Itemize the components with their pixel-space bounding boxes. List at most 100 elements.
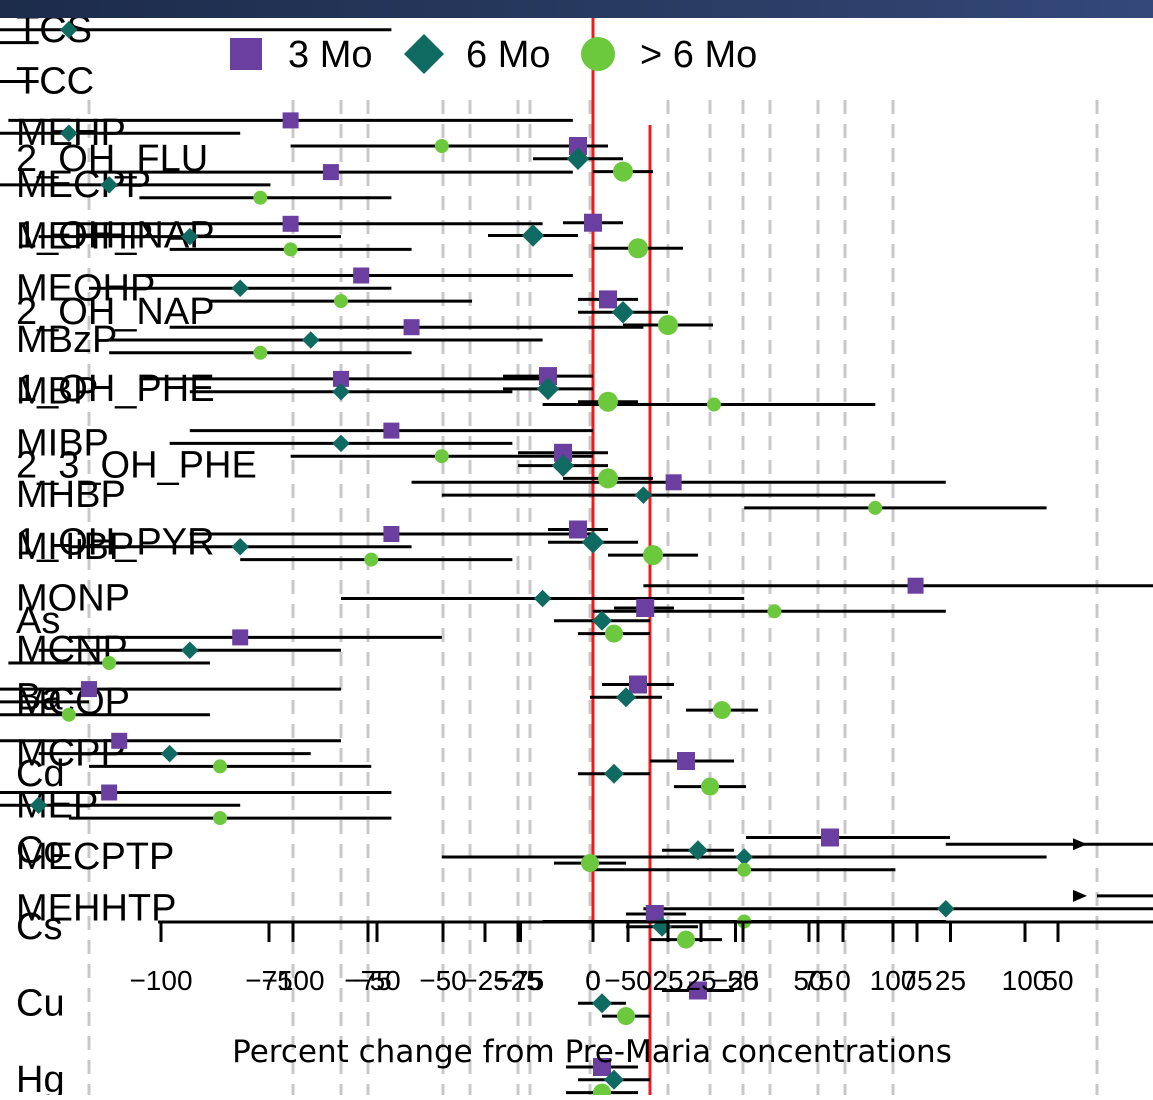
point-estimate: [29, 796, 48, 815]
point-estimate: [383, 526, 400, 542]
point-estimate: [302, 331, 320, 349]
category-label: Co: [16, 829, 65, 871]
category-label: MECPTP: [16, 836, 174, 878]
point-estimate: [611, 300, 635, 324]
point-estimate: [581, 854, 599, 873]
point-estimate: [253, 190, 268, 205]
category-label: Cu: [16, 982, 65, 1024]
legend-label: 3 Mo: [288, 34, 372, 76]
point-estimate: [231, 538, 249, 556]
point-estimate: [60, 21, 78, 39]
point-estimate: [231, 279, 249, 298]
x-tick-label: 0: [585, 965, 601, 996]
point-estimate: [737, 862, 752, 877]
point-estimate: [364, 552, 379, 567]
point-estimate: [569, 520, 587, 539]
point-estimate: [539, 367, 557, 386]
x-tick-label: −25: [461, 965, 509, 996]
point-estimate: [599, 290, 617, 309]
point-estimate: [332, 434, 350, 453]
x-axis-title: Percent change from Pre-Maria concentrat…: [232, 1034, 952, 1070]
point-estimate: [592, 610, 612, 631]
point-estimate: [434, 139, 449, 153]
point-estimate: [81, 681, 97, 698]
point-estimate: [645, 905, 664, 923]
x-tick-label: −50: [353, 965, 401, 996]
point-estimate: [434, 449, 449, 464]
point-estimate: [907, 577, 924, 594]
x-tick-label: 100: [1002, 965, 1049, 996]
x-tick-label: −50: [604, 965, 652, 996]
point-estimate: [767, 604, 782, 619]
point-estimate: [521, 224, 545, 247]
point-estimate: [634, 486, 653, 504]
category-label: MBzP: [16, 319, 117, 361]
point-estimate: [61, 707, 76, 722]
point-estimate: [677, 930, 695, 949]
legend-square-icon: [230, 38, 262, 70]
point-estimate: [688, 840, 708, 861]
point-estimate: [629, 675, 647, 694]
point-estimate: [701, 777, 719, 796]
point-estimate: [636, 599, 655, 617]
category-label: MIBP: [16, 422, 109, 464]
point-estimate: [628, 238, 648, 259]
point-estimate: [677, 752, 695, 770]
category-label: Ba: [16, 676, 63, 718]
legend-label: 6 Mo: [466, 34, 550, 76]
point-estimate: [593, 1058, 611, 1076]
x-tick-label: 0: [835, 965, 851, 996]
x-tick-label: 75: [901, 965, 932, 996]
point-estimate: [60, 124, 78, 142]
point-estimate: [332, 382, 350, 401]
point-estimate: [604, 763, 624, 784]
point-estimate: [283, 242, 298, 257]
point-estimate: [617, 1007, 635, 1026]
point-estimate: [581, 531, 605, 554]
point-estimate: [584, 213, 602, 232]
legend: 3 Mo 6 Mo > 6 Mo: [230, 34, 757, 76]
category-label: 1_OH_PYR: [16, 521, 215, 563]
point-estimate: [403, 319, 420, 336]
point-estimate: [160, 744, 179, 763]
point-estimate: [566, 147, 590, 171]
x-tick-label: −100: [129, 965, 192, 996]
point-estimate: [551, 454, 575, 477]
point-estimate: [533, 589, 552, 608]
point-estimate: [658, 315, 678, 335]
point-estimate: [536, 377, 560, 401]
category-label: MEHHTP: [16, 888, 176, 930]
point-estimate: [353, 267, 370, 284]
point-estimate: [334, 294, 348, 309]
ci-arrow: [1073, 838, 1087, 851]
point-estimate: [253, 345, 268, 360]
point-estimate: [868, 500, 883, 515]
point-estimate: [322, 164, 339, 181]
x-tick-label: −25: [494, 965, 542, 996]
point-estimate: [592, 993, 612, 1014]
x-tick-label: −100: [261, 965, 324, 996]
point-estimate: [598, 391, 618, 412]
x-tick-label: 50: [1042, 965, 1073, 996]
point-estimate: [605, 624, 623, 643]
point-estimate: [181, 641, 199, 659]
point-estimate: [554, 443, 572, 462]
point-estimate: [643, 545, 663, 566]
point-estimate: [689, 981, 707, 1000]
point-estimate: [102, 656, 117, 670]
x-tick-label: 25: [685, 965, 716, 996]
x-tick-label: 25: [935, 965, 966, 996]
point-estimate: [101, 784, 118, 801]
x-tick-label: 100: [870, 965, 917, 996]
ci-arrow: [1073, 889, 1087, 902]
point-estimate: [665, 474, 682, 491]
legend-diamond-icon: [404, 34, 444, 74]
point-estimate: [333, 370, 349, 387]
x-tick-label: 50: [793, 965, 824, 996]
x-tick-label: −75: [497, 965, 545, 996]
x-tick-label: −75: [344, 965, 392, 996]
point-estimate: [616, 687, 636, 708]
point-estimate: [100, 176, 118, 194]
category-label: 2_3_OH_PHE: [16, 445, 257, 487]
